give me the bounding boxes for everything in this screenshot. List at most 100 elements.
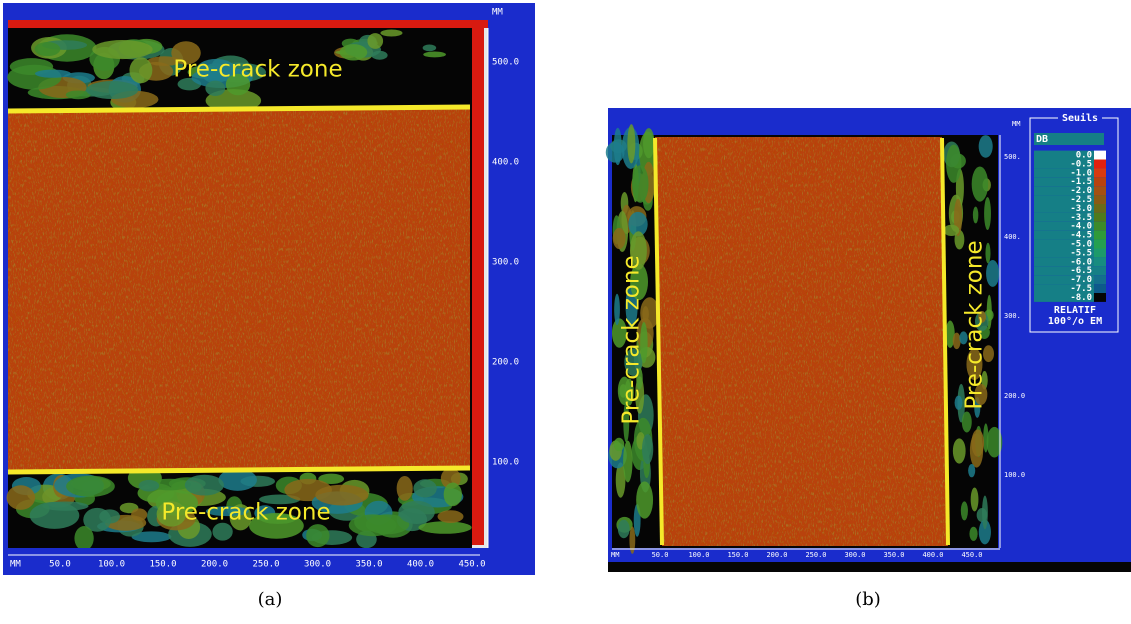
legend-swatch — [1094, 204, 1106, 213]
y-axis-unit: MM — [1012, 120, 1020, 128]
texture-blob — [974, 383, 988, 406]
texture-blob — [614, 293, 620, 326]
legend-row-bg — [1034, 204, 1094, 213]
texture-blob — [969, 526, 978, 541]
x-tick-label: 250.0 — [252, 560, 279, 570]
red-strip — [470, 20, 484, 545]
texture-blob — [978, 311, 987, 323]
legend-swatch — [1094, 186, 1106, 196]
legend-level: -1.0 — [1070, 168, 1092, 178]
texture-blob — [413, 479, 437, 498]
legend-title: Seuils — [1062, 112, 1098, 124]
x-tick-label: 150.0 — [727, 551, 748, 559]
texture-blob — [129, 57, 153, 84]
legend-row-bg — [1034, 275, 1094, 285]
annotation: Pre-crack zone — [619, 255, 645, 424]
legend-level: -3.5 — [1070, 213, 1092, 223]
texture-blob — [983, 345, 994, 363]
legend-level: -6.0 — [1070, 257, 1092, 267]
legend-row-bg — [1034, 177, 1094, 187]
annotation: Pre-crack zone — [962, 240, 988, 409]
y-tick-label: 200.0 — [1004, 392, 1025, 400]
texture-blob — [156, 501, 187, 527]
texture-blob — [982, 495, 988, 530]
legend-row-bg — [1034, 266, 1094, 276]
legend-row-bg — [1034, 230, 1094, 240]
legend-level: -8.0 — [1070, 293, 1092, 303]
panel-b: MM MM Pre-crack zone Pre-crack zone Seui… — [605, 108, 1131, 572]
texture-blob — [986, 259, 1000, 287]
texture-blob — [960, 501, 968, 521]
legend-row-bg — [1034, 186, 1094, 196]
caption: (a) — [258, 589, 283, 610]
legend-swatch — [1094, 284, 1106, 293]
texture-blob — [972, 206, 979, 224]
legend-title-bg — [1058, 112, 1102, 124]
y-tick-label: 100.0 — [1004, 471, 1025, 479]
texture-blob — [619, 384, 628, 398]
texture-blob — [952, 332, 961, 350]
texture-blob — [627, 124, 636, 164]
texture-blob — [249, 512, 304, 539]
texture-blob — [315, 484, 369, 506]
y-tick-label: 500.0 — [492, 58, 519, 68]
texture-blob — [945, 320, 955, 348]
legend-swatch — [1094, 257, 1106, 267]
texture-blob — [92, 39, 153, 60]
texture-blob — [218, 468, 257, 491]
legend-swatch — [1094, 248, 1106, 258]
legend-swatch — [1094, 168, 1106, 178]
legend-swatch — [1094, 266, 1106, 276]
texture-blob — [367, 33, 384, 49]
legend-level: -2.0 — [1070, 186, 1092, 196]
annotation: Pre-crack zone — [173, 57, 342, 83]
precrack-texture — [605, 124, 1003, 554]
texture-blob — [629, 526, 636, 554]
legend-swatch — [1094, 195, 1106, 204]
legend-level: -3.0 — [1070, 204, 1092, 214]
texture-blob — [131, 508, 148, 521]
x-tick-label: 300.0 — [844, 551, 865, 559]
x-tick-label: 350.0 — [883, 551, 904, 559]
legend-unit-bg — [1034, 133, 1104, 145]
legend-swatch — [1094, 239, 1106, 249]
y-tick-label: 400.0 — [492, 158, 519, 168]
texture-blob — [205, 80, 226, 97]
texture-blob — [970, 487, 979, 512]
y-tick-label: 300. — [1004, 312, 1021, 320]
x-tick-label: 400.0 — [407, 560, 434, 570]
texture-blob — [86, 81, 139, 100]
texture-blob — [971, 429, 985, 457]
texture-blob — [65, 90, 91, 100]
texture-blob — [348, 514, 397, 537]
legend-swatch — [1094, 177, 1106, 187]
legend-level: -1.5 — [1070, 177, 1092, 187]
legend-row-bg — [1034, 212, 1094, 222]
x-tick-label: 50.0 — [49, 560, 71, 570]
texture-blob — [29, 501, 80, 529]
x-tick-label: 450.0 — [458, 560, 485, 570]
texture-blob — [74, 526, 94, 551]
annotation: Pre-crack zone — [161, 500, 330, 526]
boundary-line — [7, 465, 471, 475]
x-tick-label: 100.0 — [98, 560, 125, 570]
x-tick-label: 300.0 — [304, 560, 331, 570]
y-tick-label: 500. — [1004, 153, 1021, 161]
texture-blob — [623, 440, 633, 483]
bottom-band — [608, 562, 1131, 572]
legend-level: -7.5 — [1070, 284, 1092, 294]
texture-blob — [611, 318, 627, 348]
boundary-line — [653, 137, 664, 546]
texture-blob — [641, 434, 654, 465]
legend-swatch — [1094, 150, 1106, 160]
boundary-line — [940, 137, 950, 546]
scan-main-zone — [655, 137, 948, 546]
texture-blob — [985, 242, 991, 264]
texture-blob — [184, 474, 224, 496]
texture-blob — [318, 473, 345, 485]
x-axis-unit: MM — [611, 551, 619, 559]
legend-level: -5.5 — [1070, 248, 1092, 258]
caption: (b) — [855, 589, 881, 610]
legend-row-bg — [1034, 221, 1094, 231]
legend-swatch — [1094, 212, 1106, 222]
